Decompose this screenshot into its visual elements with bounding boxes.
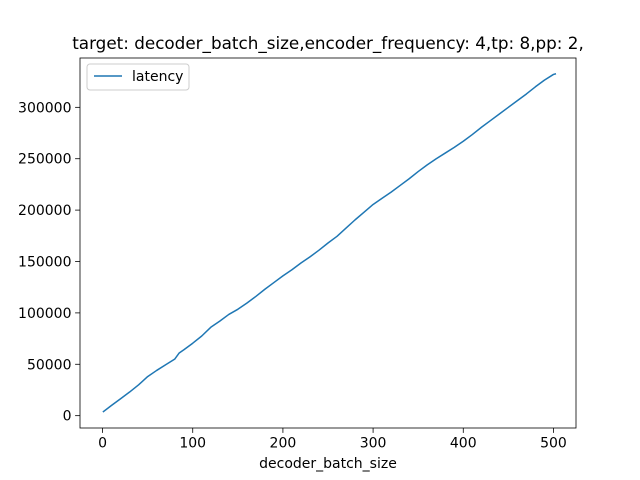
series-layer	[102, 73, 557, 413]
x-tick-label: 200	[270, 436, 297, 452]
y-tick-label: 100000	[18, 306, 71, 322]
x-tick-label: 0	[98, 436, 107, 452]
y-tick-label: 300000	[18, 100, 71, 116]
y-tick-label: 250000	[18, 152, 71, 168]
legend-label-latency: latency	[132, 69, 183, 85]
x-tick-label: 300	[360, 436, 387, 452]
x-tick-label: 400	[450, 436, 477, 452]
plot-frame	[79, 57, 577, 429]
x-tick-label: 500	[540, 436, 567, 452]
legend-box	[86, 63, 190, 91]
y-tick-label: 50000	[27, 357, 72, 373]
legend: latency	[86, 63, 190, 91]
chart-title: target: decoder_batch_size,encoder_frequ…	[72, 33, 584, 54]
x-tick-label: 100	[179, 436, 206, 452]
y-tick-label: 150000	[18, 255, 71, 271]
y-tick-label: 0	[63, 409, 72, 425]
y-axis-ticks: 0 50000 100000 150000 200000 250000 300000	[18, 100, 80, 425]
y-tick-label: 200000	[18, 203, 71, 219]
x-axis-label: decoder_batch_size	[259, 456, 397, 472]
x-axis-ticks: 0 100 200 300 400 500	[98, 428, 567, 452]
series-line-latency	[102, 73, 557, 413]
